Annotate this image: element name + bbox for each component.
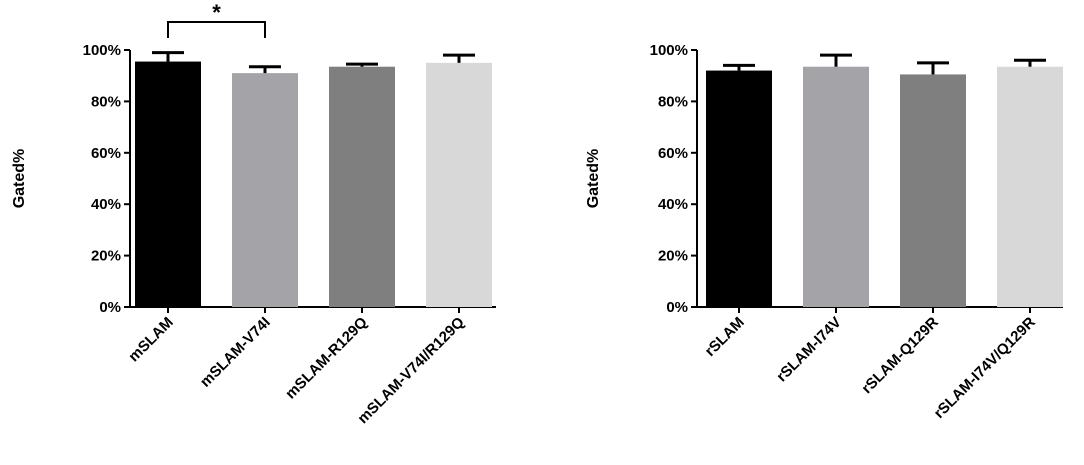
x-category-label: mSLAM <box>125 314 177 366</box>
y-tick-label: 80% <box>91 93 121 110</box>
y-tick-label: 20% <box>91 248 121 265</box>
x-category-label: rSLAM <box>702 314 748 360</box>
bar <box>997 66 1063 307</box>
bar <box>329 66 395 307</box>
chart-mslam: 0%20%40%60%80%100%Gated%mSLAM mSLAM-V74I m… <box>11 0 496 427</box>
significance-label: * <box>212 0 221 25</box>
y-tick-label: 40% <box>91 196 121 213</box>
chart-rslam: 0%20%40%60%80%100%Gated%rSLAM rSLAM-I74V r… <box>585 42 1063 422</box>
x-category-label: mSLAM-R129Q <box>282 314 371 403</box>
bar <box>803 66 869 307</box>
bar <box>135 61 201 307</box>
y-tick-label: 100% <box>83 42 121 59</box>
x-category-label: rSLAM-I74V/Q129R <box>931 314 1039 422</box>
significance-bracket <box>167 21 266 38</box>
x-category-label: rSLAM-I74V <box>773 314 845 386</box>
y-tick-label: 60% <box>658 145 688 162</box>
y-tick-label: 80% <box>658 93 688 110</box>
x-category-label: mSLAM-V74I <box>197 314 274 391</box>
y-axis-title: Gated% <box>585 149 602 209</box>
y-tick-label: 20% <box>658 248 688 265</box>
x-category-label: rSLAM-Q129R <box>858 314 941 397</box>
y-tick-label: 60% <box>91 145 121 162</box>
y-tick-label: 40% <box>658 196 688 213</box>
y-tick-label: 100% <box>650 42 688 59</box>
bar <box>232 73 298 307</box>
x-category-label: mSLAM-V74I/R129Q <box>354 314 468 428</box>
y-tick-label: 0% <box>666 299 688 316</box>
bar <box>900 74 966 307</box>
y-tick-label: 0% <box>99 299 121 316</box>
bar <box>426 62 492 307</box>
bar <box>706 70 772 307</box>
y-axis-title: Gated% <box>11 149 28 209</box>
